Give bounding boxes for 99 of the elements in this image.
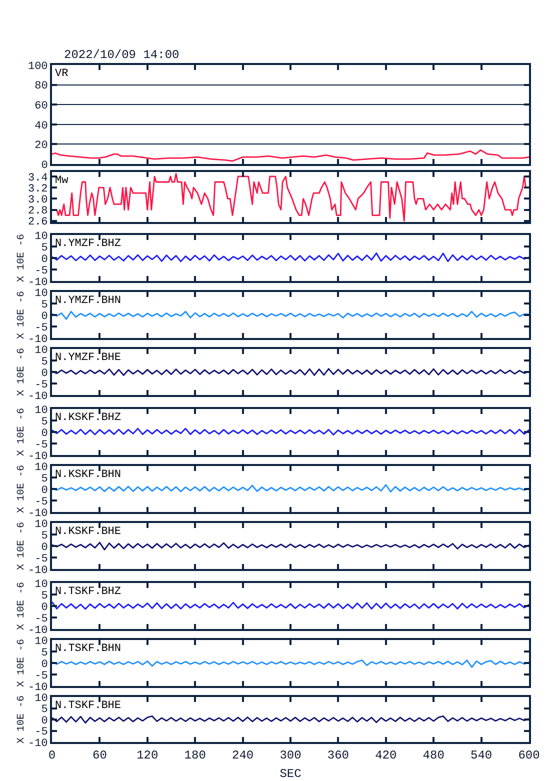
y-tick-label: -5 [34,439,48,452]
y-tick-label: 10 [34,462,48,474]
x-tick-label: 420 [375,748,397,762]
y-tick-label: -10 [28,390,48,403]
y-tick-label: 5 [41,590,48,602]
y-tick-label: -5 [34,670,48,682]
line-series [52,601,529,610]
y-tick-label: 5 [41,647,48,660]
y-tick-label: 10 [34,636,48,648]
x-tick-label: 120 [136,748,158,762]
y-tick-label: 5 [41,299,48,312]
line-series [52,428,529,436]
line-series [52,252,529,262]
y-tick-label: 3.0 [28,194,48,207]
y-tick-label: 0 [41,484,48,497]
line-series [52,310,529,320]
series-label: N.TSKF.BHE [55,700,122,712]
line-series [52,484,529,492]
y-tick-label: -5 [34,726,48,739]
y-tick-label: 2.8 [28,206,48,218]
y-tick-label: -5 [34,379,48,392]
series-label: N.KSKF.BHE [55,526,122,538]
y-tick-label: -5 [34,496,48,508]
line-series [52,172,529,222]
y-tick-label: -5 [34,553,48,566]
series-label: N.YMZF.BHE [55,352,122,364]
y-axis-title: X 10E -6 [16,464,28,514]
series-label: N.KSKF.BHN [55,469,122,481]
y-tick-label: 5 [41,356,48,368]
y-tick-label: 10 [34,230,48,243]
y-tick-label: 5 [41,530,48,542]
y-tick-label: 0 [41,428,48,440]
y-tick-label: -10 [28,738,48,750]
y-tick-label: 3.4 [28,172,48,184]
y-tick-label: 10 [34,288,48,300]
y-axis-title: X 10E -6 [16,234,28,282]
series-label: N.KSKF.BHZ [55,412,122,424]
y-tick-label: 5 [41,473,48,486]
y-tick-label: 0 [41,715,48,728]
line-series [52,715,529,724]
y-tick-label: 0 [41,310,48,323]
x-axis-title: SEC [280,767,302,781]
y-tick-label: -5 [34,265,48,278]
text: VR [55,68,69,80]
y-tick-label: 60 [34,100,48,112]
line-series [52,149,529,162]
y-tick-label: 0 [41,602,48,614]
y-tick-label: -10 [28,564,48,577]
x-tick-label: 360 [327,748,350,762]
x-tick-label: 540 [470,748,492,762]
y-tick-label: 10 [34,404,48,417]
y-tick-label: 5 [41,704,48,716]
y-tick-label: 5 [41,416,48,428]
y-tick-label: -5 [34,613,48,626]
line-series [52,660,529,668]
y-tick-label: 10 [34,518,48,531]
line-series [52,542,529,550]
y-tick-label: 0 [41,542,48,554]
x-tick-label: 300 [280,748,302,762]
y-tick-label: 2.6 [28,216,48,229]
y-tick-label: -10 [28,682,48,694]
y-axis-title: X 10E -6 [16,408,28,456]
y-axis-title: X 10E -6 [16,522,28,570]
series-label: Mw [55,175,69,187]
y-tick-label: -5 [34,322,48,334]
x-tick-label: 60 [92,748,107,762]
y-tick-label: 5 [41,242,48,254]
y-axis-title: X 10E -6 [16,348,28,396]
y-tick-label: 10 [34,692,48,705]
y-tick-label: -10 [28,624,48,637]
series-label: N.TSKF.BHN [55,643,122,655]
y-tick-label: 20 [34,140,48,152]
series-label: N.YMZF.BHZ [55,238,122,250]
y-tick-label: 10 [34,344,48,357]
y-axis-title: X 10E -6 [16,582,28,630]
x-tick-label: 600 [518,748,540,762]
y-tick-label: 0 [41,254,48,266]
series-label: N.TSKF.BHZ [55,586,122,598]
x-tick-label: 480 [422,748,444,762]
y-tick-label: -10 [28,334,48,346]
y-tick-label: -10 [28,450,48,463]
y-tick-label: 100 [28,60,48,73]
y-tick-label: 10 [34,578,48,591]
y-tick-label: 0 [41,658,48,671]
y-tick-label: 40 [34,120,48,132]
y-tick-label: 0 [41,368,48,380]
y-axis-title: X 10E -6 [16,695,28,744]
y-tick-label: -10 [28,276,48,289]
chart-title: 2022/10/09 14:00 [64,48,180,62]
x-tick-label: 180 [184,748,206,762]
y-tick-label: 0 [41,160,48,172]
series-label: N.YMZF.BHN [55,295,122,307]
y-axis-title: X 10E -6 [16,290,28,340]
y-tick-label: 3.2 [28,183,48,196]
y-axis-title: X 10E -6 [16,638,28,688]
x-tick-label: 240 [232,748,254,762]
y-tick-label: 80 [34,80,48,93]
y-tick-label: -10 [28,508,48,520]
line-series [52,368,529,376]
